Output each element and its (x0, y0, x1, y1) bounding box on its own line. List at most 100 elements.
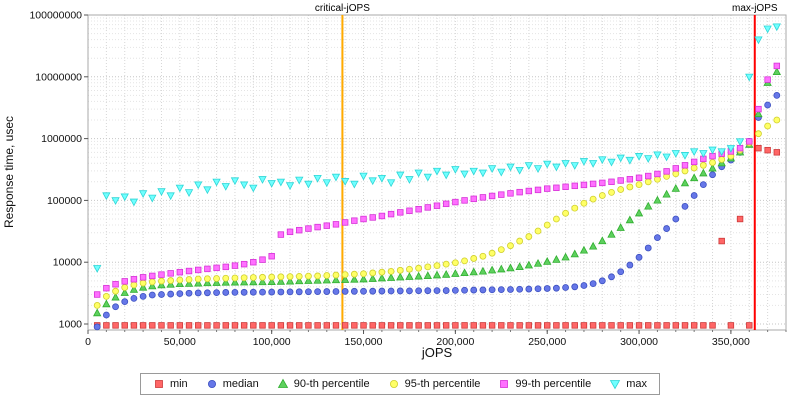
data-point-triangle-down (478, 169, 488, 178)
data-point-circle (158, 277, 165, 285)
data-point-triangle-down (267, 180, 276, 188)
data-point-square (149, 272, 156, 280)
data-point-square (121, 278, 128, 285)
data-point-square (626, 176, 634, 183)
data-point-triangle-down (111, 197, 120, 206)
data-point-triangle-down (230, 177, 240, 186)
data-point-square (718, 237, 725, 245)
data-point-triangle-up (331, 275, 341, 284)
triangle-up-legend-icon (277, 378, 288, 388)
data-point-square (635, 174, 643, 182)
data-point-square (341, 219, 349, 226)
data-point-triangle-down (588, 160, 598, 168)
x-axis-title: jOPS (421, 345, 453, 360)
data-point-triangle-up (129, 284, 139, 293)
square-legend-icon (500, 380, 509, 388)
data-point-circle (378, 268, 386, 276)
data-point-circle (378, 287, 386, 295)
data-point-circle (690, 192, 698, 199)
data-point-triangle-up (442, 269, 451, 278)
data-point-circle (626, 183, 634, 191)
data-point-triangle-down (442, 171, 451, 180)
data-point-triangle-up (93, 308, 102, 317)
data-point-triangle-up (497, 264, 506, 273)
data-point-square (296, 226, 303, 234)
data-point-square (608, 178, 615, 186)
data-point-square (709, 322, 716, 329)
data-point-triangle-up (359, 274, 368, 283)
data-point-triangle-down (350, 180, 359, 189)
data-point-square (654, 322, 661, 329)
data-point-square (645, 322, 652, 329)
data-point-triangle-down (239, 181, 249, 190)
data-point-triangle-up (239, 277, 249, 286)
data-point-square (332, 322, 340, 329)
legend-item-median: median (206, 378, 259, 390)
data-point-circle (203, 289, 211, 297)
data-point-circle (268, 273, 276, 281)
data-point-circle (130, 294, 138, 302)
data-point-square (736, 215, 744, 223)
data-point-circle (396, 287, 404, 295)
data-point-triangle-down (93, 265, 102, 273)
data-point-circle (525, 233, 533, 240)
data-point-circle (470, 255, 478, 262)
data-point-circle (121, 298, 129, 306)
data-point-circle (332, 288, 340, 295)
data-point-square (93, 291, 101, 298)
data-point-circle (176, 290, 184, 298)
data-point-triangle-down (386, 179, 396, 188)
data-point-triangle-down (221, 183, 230, 191)
data-point-triangle-down (359, 172, 368, 181)
data-point-circle (314, 288, 322, 296)
data-point-square (158, 271, 165, 278)
data-point-square (424, 322, 432, 329)
data-point-square (176, 322, 184, 329)
data-point-square (305, 322, 312, 329)
data-point-square (764, 146, 771, 154)
legend-row: min median 90-th percentile 95-th percentil… (0, 373, 800, 395)
data-point-triangle-up (689, 173, 699, 182)
data-point-triangle-down (533, 165, 543, 174)
data-point-circle (185, 276, 193, 283)
data-point-circle (663, 225, 671, 232)
data-point-square (433, 322, 441, 329)
data-point-triangle-down (579, 158, 589, 166)
data-point-circle (259, 273, 266, 281)
data-point-triangle-down (175, 184, 185, 193)
data-point-triangle-up (680, 178, 690, 187)
data-point-triangle-down (313, 174, 322, 183)
data-point-triangle-up (469, 267, 478, 276)
data-point-square (488, 322, 496, 329)
data-point-triangle-down (708, 146, 717, 155)
data-point-triangle-up (212, 278, 221, 286)
data-point-square (195, 322, 202, 329)
data-point-triangle-up (451, 269, 460, 277)
data-point-circle (497, 246, 505, 253)
data-point-circle (305, 288, 312, 296)
data-point-circle (277, 273, 285, 281)
data-point-square (690, 322, 698, 329)
data-point-circle (635, 253, 643, 261)
legend-item-99-th-percentile: 99-th percentile (498, 378, 591, 390)
data-point-circle (617, 186, 625, 193)
data-point-triangle-up (304, 276, 313, 284)
data-point-triangle-down (331, 173, 341, 182)
data-point-circle (194, 275, 202, 283)
data-point-circle (773, 92, 781, 99)
legend-label: min (169, 378, 188, 390)
data-point-triangle-down (249, 184, 258, 193)
data-point-triangle-down (515, 166, 524, 175)
data-point-circle (699, 181, 707, 189)
data-point-square (553, 322, 560, 329)
data-point-triangle-down (662, 153, 671, 162)
data-point-square (369, 322, 376, 329)
data-point-circle (644, 244, 652, 252)
legend-marker (389, 380, 398, 388)
data-point-circle (442, 287, 450, 294)
data-point-circle (552, 215, 560, 223)
data-point-circle (608, 273, 615, 281)
data-point-square (397, 322, 404, 329)
data-point-circle (148, 291, 156, 299)
data-point-square (415, 322, 422, 329)
